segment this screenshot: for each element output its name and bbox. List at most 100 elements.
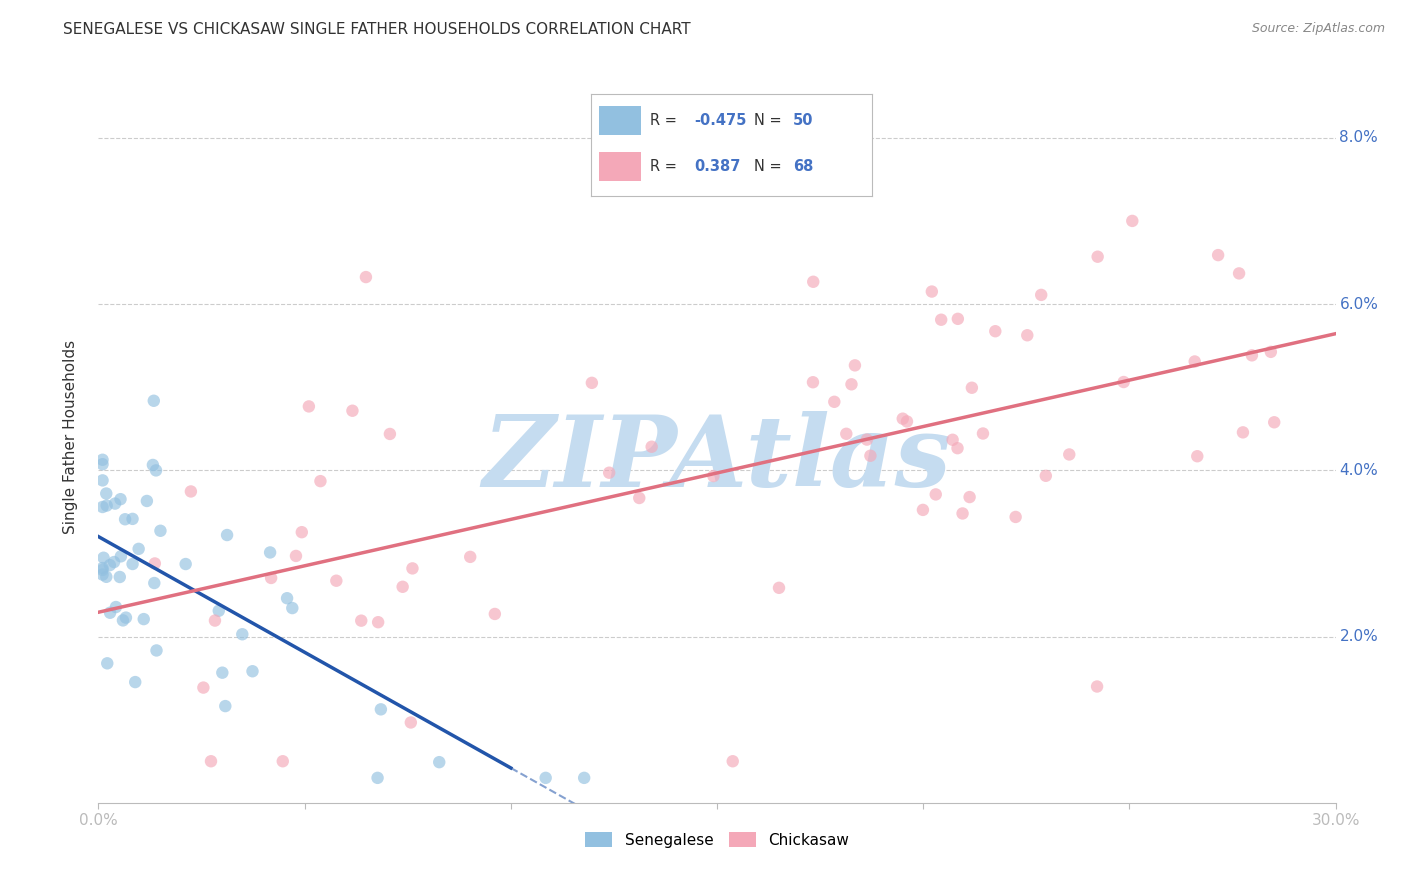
Point [1260,344,1282,359]
Point [354,270,377,285]
Bar [599,106,641,135]
Point [1059,447,1081,461]
Point [1240,348,1263,362]
Text: 2.0%: 2.0% [1340,629,1378,644]
Text: 8.0%: 8.0% [1340,130,1378,145]
Point [91,567,114,582]
Text: 4.0%: 4.0% [1340,463,1378,478]
Point [281,601,304,615]
Point [104,497,127,511]
Point [291,525,314,540]
Point [96,570,118,584]
Text: N =: N = [754,112,786,128]
Point [200,754,222,768]
Point [572,771,595,785]
Point [259,545,281,559]
Point [111,614,134,628]
Point [104,600,127,615]
Point [276,591,298,606]
Point [1121,214,1143,228]
Point [128,541,150,556]
Point [143,576,166,591]
Legend: Senegalese, Chickasaw: Senegalese, Chickasaw [579,825,855,854]
Text: 68: 68 [793,159,813,174]
Point [925,487,948,501]
Point [110,549,132,564]
Point [801,376,824,390]
Point [1004,510,1026,524]
Point [214,699,236,714]
Point [1187,449,1209,463]
Point [325,574,347,588]
Point [946,311,969,326]
Point [96,499,118,513]
Point [121,512,143,526]
Point [96,486,118,500]
Point [96,657,118,671]
Point [342,403,364,417]
Point [399,715,422,730]
Text: Source: ZipAtlas.com: Source: ZipAtlas.com [1251,22,1385,36]
Point [401,561,423,575]
Point [984,324,1007,338]
Point [960,381,983,395]
Point [91,452,114,467]
Point [458,549,481,564]
Text: SENEGALESE VS CHICKASAW SINGLE FATHER HOUSEHOLDS CORRELATION CHART: SENEGALESE VS CHICKASAW SINGLE FATHER HO… [63,22,690,37]
Point [132,612,155,626]
Point [260,571,283,585]
Point [298,400,321,414]
Point [91,474,114,488]
Point [835,426,858,441]
Point [124,675,146,690]
Text: R =: R = [650,112,681,128]
Point [721,754,744,768]
Point [110,492,132,507]
Point [93,550,115,565]
Point [108,570,131,584]
Point [370,702,392,716]
Point [1206,248,1229,262]
Point [801,275,824,289]
Point [193,681,215,695]
Point [91,457,114,471]
Point [271,754,294,768]
Point [921,285,943,299]
Point [972,426,994,441]
Point [121,557,143,571]
Point [911,503,934,517]
Text: R =: R = [650,159,681,174]
Point [598,466,620,480]
Point [211,665,233,680]
Point [1263,415,1285,429]
Point [628,491,651,505]
Point [115,610,138,624]
Point [142,393,165,408]
Point [174,557,197,571]
Text: 6.0%: 6.0% [1340,297,1378,311]
Point [391,580,413,594]
Point [844,359,866,373]
Point [145,643,167,657]
Point [91,500,114,514]
Text: 50: 50 [793,112,814,128]
Point [145,463,167,477]
Point [285,549,308,563]
Point [208,604,231,618]
Point [1031,288,1053,302]
Point [1184,354,1206,368]
Point [841,377,863,392]
Point [91,561,114,575]
Text: 0.387: 0.387 [695,159,741,174]
Point [309,474,332,488]
Point [142,458,165,472]
Point [534,771,557,785]
Point [1232,425,1254,440]
Point [929,312,952,326]
Text: -0.475: -0.475 [695,112,747,128]
Y-axis label: Single Father Households: Single Father Households [63,340,77,534]
Point [180,484,202,499]
Point [859,449,882,463]
Point [143,557,166,571]
Point [242,665,264,679]
